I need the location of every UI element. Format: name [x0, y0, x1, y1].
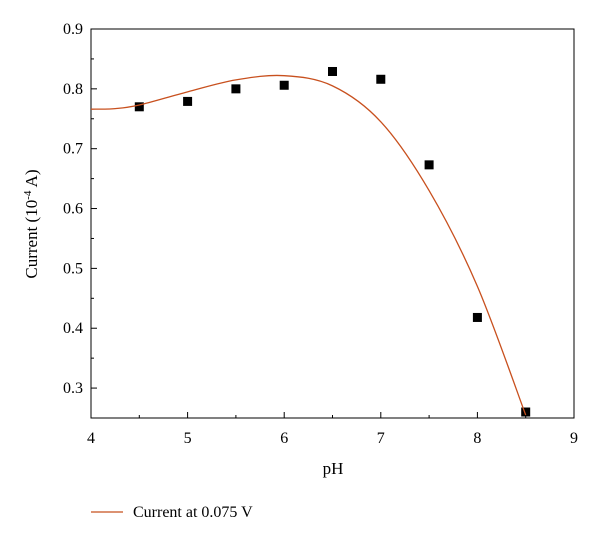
- data-point-marker: [183, 96, 193, 106]
- x-tick-label: 9: [570, 430, 578, 447]
- data-point-marker: [279, 80, 289, 90]
- legend: Current at 0.075 V: [91, 504, 253, 521]
- y-tick-label: 0.9: [63, 21, 83, 38]
- y-tick-label: 0.5: [63, 260, 83, 277]
- y-tick-label: 0.4: [63, 320, 83, 337]
- x-tick-label: 5: [184, 430, 192, 447]
- y-axis-title: Current (10-4 A): [22, 169, 41, 278]
- series-layer: [90, 66, 531, 417]
- y-tick-label: 0.8: [63, 81, 83, 98]
- data-point-marker: [328, 66, 337, 76]
- data-point-marker: [134, 102, 144, 112]
- x-tick-label: 6: [280, 430, 288, 447]
- y-tick-label: 0.7: [63, 141, 83, 158]
- data-point-marker: [231, 84, 241, 94]
- fit-curve-line: [90, 74, 527, 416]
- x-axis-ticks: 4 5 6 7 8 9: [87, 412, 578, 447]
- x-tick-label: 7: [377, 430, 385, 447]
- x-tick-label: 4: [87, 430, 95, 447]
- y-tick-label: 0.6: [63, 201, 83, 218]
- data-point-marker: [472, 312, 482, 322]
- x-tick-label: 8: [473, 430, 481, 447]
- y-axis-title-exponent: -4: [22, 190, 34, 200]
- plot-frame: [90, 28, 575, 419]
- x-axis-title: pH: [323, 459, 344, 478]
- y-axis-ticks: 0.3 0.4 0.5 0.6 0.7 0.8 0.9: [63, 21, 97, 419]
- data-point-marker: [376, 74, 386, 84]
- y-tick-label: 0.3: [63, 380, 83, 397]
- data-point-marker: [424, 160, 434, 170]
- data-point-marker: [521, 407, 531, 417]
- y-axis-title-main: Current (10: [22, 200, 41, 279]
- y-axis-title-unit: A): [22, 169, 41, 190]
- legend-label: Current at 0.075 V: [133, 504, 253, 521]
